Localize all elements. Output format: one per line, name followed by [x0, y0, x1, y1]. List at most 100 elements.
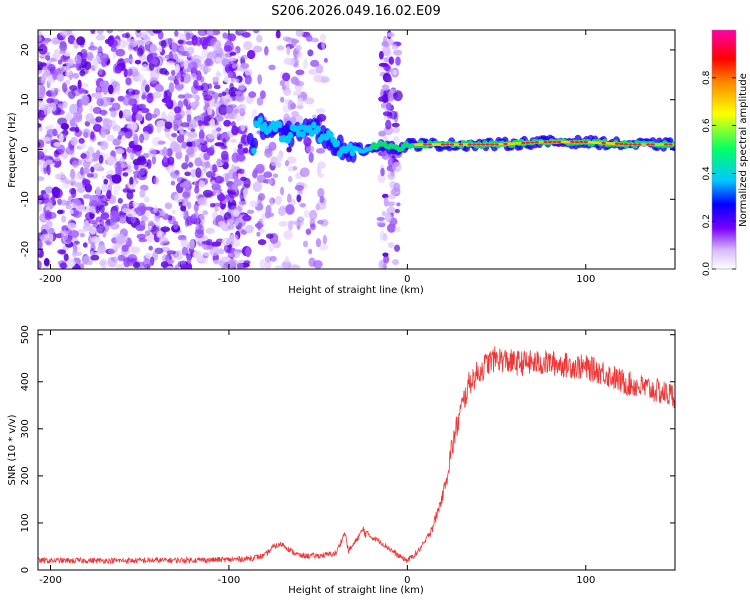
heatmap-cell — [67, 90, 76, 100]
heatmap-cell — [225, 104, 234, 114]
heatmap-cell — [65, 58, 74, 67]
heatmap-cell — [227, 224, 235, 230]
heatmap-cell — [292, 166, 298, 171]
heatmap-cell — [241, 31, 251, 38]
heatmap-cell — [38, 101, 46, 111]
heatmap-cell — [133, 207, 143, 214]
heatmap-cell — [202, 210, 209, 216]
heatmap-cell — [227, 259, 237, 269]
heatmap-cell — [269, 197, 274, 207]
heatmap-cell — [118, 110, 123, 119]
heatmap-cell — [164, 121, 173, 130]
ridge-core — [349, 149, 356, 157]
heatmap-cell — [71, 160, 79, 168]
heatmap-cell — [142, 258, 152, 268]
heatmap-cell — [209, 118, 215, 128]
heatmap-cell — [143, 196, 150, 203]
heatmap-cell — [207, 133, 218, 140]
heatmap-cell — [151, 155, 157, 165]
heatmap-cell — [246, 209, 255, 215]
heatmap-cell — [190, 101, 197, 107]
heatmap-cell — [99, 204, 105, 214]
heatmap-cell — [259, 258, 266, 269]
heatmap-cell — [125, 168, 133, 173]
heatmap-cell — [129, 176, 134, 186]
heatmap-cell — [256, 174, 267, 184]
heatmap-cell — [315, 108, 326, 114]
heatmap-cell — [90, 199, 98, 206]
colorbar-ticks: 0.0 0.2 0.4 0.6 0.8 — [702, 70, 736, 276]
heatmap-cell — [45, 159, 53, 165]
ridge-max — [623, 143, 629, 146]
heatmap-cell — [38, 70, 45, 75]
heatmap-cell — [198, 129, 205, 141]
heatmap-cell — [98, 67, 103, 75]
heatmap-cell — [164, 70, 170, 76]
heatmap-cell — [276, 162, 282, 168]
snr-xtick-label: -100 — [218, 575, 241, 586]
colorbar-tick-label: 0.6 — [702, 118, 712, 133]
heatmap-cell — [183, 59, 188, 70]
heatmap-cell — [252, 45, 263, 53]
ridge-max — [530, 141, 535, 144]
heatmap-cell — [177, 39, 184, 45]
heatmap-cell — [67, 222, 77, 231]
heatmap-cell — [107, 155, 115, 167]
heatmap-cell — [199, 214, 206, 225]
heatmap-cell — [121, 33, 129, 38]
heatmap-cell — [185, 32, 191, 41]
heatmap-cell — [295, 30, 304, 37]
heatmap-cell — [221, 237, 232, 246]
heatmap-cell — [319, 76, 330, 84]
heatmap-cell — [319, 33, 327, 42]
heatmap-cell — [227, 70, 234, 79]
ridge-max — [534, 141, 539, 144]
heatmap-cell — [295, 69, 305, 76]
heatmap-cell — [154, 83, 164, 92]
heatmap-cell — [270, 156, 278, 167]
heatmap-cell — [204, 58, 214, 67]
heatmap-cell — [305, 228, 312, 235]
spectrogram-xtick-label: 100 — [576, 274, 595, 285]
ridge-core — [347, 142, 354, 150]
colorbar-tick-label: 0.8 — [702, 70, 712, 85]
heatmap-cell — [193, 250, 202, 259]
heatmap-cell — [381, 40, 390, 47]
heatmap-cell — [110, 109, 117, 118]
heatmap-cell — [98, 154, 104, 164]
heatmap-cell — [275, 30, 281, 39]
figure-title: S206.2026.049.16.02.E09 — [271, 4, 440, 19]
heatmap-cell — [127, 253, 138, 263]
heatmap-cell — [284, 159, 290, 167]
heatmap-cell — [291, 38, 297, 47]
heatmap-cell — [78, 143, 87, 149]
heatmap-cell — [182, 196, 189, 208]
heatmap-cell — [249, 200, 259, 208]
heatmap-cell — [238, 201, 247, 206]
heatmap-cell — [274, 265, 284, 269]
heatmap-cell — [295, 80, 305, 87]
heatmap-cell — [93, 91, 102, 100]
heatmap-cell — [38, 44, 48, 55]
heatmap-cell — [112, 125, 121, 132]
heatmap-cell — [227, 182, 235, 192]
heatmap-cell — [125, 92, 135, 99]
heatmap-cell — [381, 210, 386, 217]
heatmap-cell — [304, 97, 315, 105]
ridge-core — [298, 123, 304, 131]
heatmap-cell — [233, 78, 240, 84]
heatmap-cell — [387, 38, 394, 46]
heatmap-cell — [311, 209, 316, 218]
heatmap-cell — [152, 91, 162, 99]
heatmap-cell — [285, 79, 290, 91]
heatmap-cell — [115, 84, 121, 95]
heatmap-cell — [268, 64, 276, 71]
heatmap-cell — [381, 45, 391, 57]
heatmap-cell — [221, 91, 227, 97]
heatmap-cell — [69, 127, 77, 132]
heatmap-cell — [38, 199, 43, 204]
heatmap-cell — [69, 209, 74, 215]
heatmap-cell — [61, 215, 67, 223]
heatmap-cell — [201, 240, 212, 245]
heatmap-cell — [46, 128, 56, 138]
